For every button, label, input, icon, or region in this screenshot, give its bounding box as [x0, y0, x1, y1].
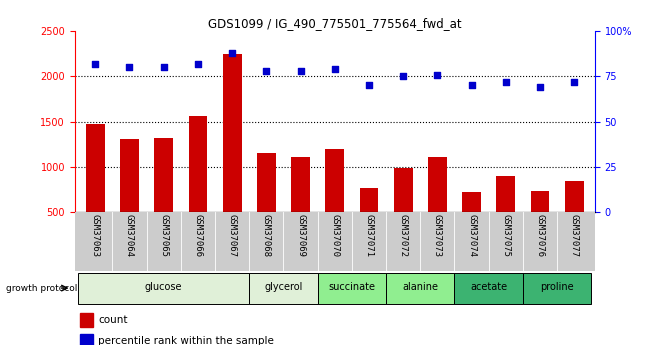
- Point: [227, 50, 237, 56]
- Point: [159, 65, 169, 70]
- Text: GSM37077: GSM37077: [569, 214, 578, 257]
- Text: percentile rank within the sample: percentile rank within the sample: [98, 336, 274, 345]
- Bar: [291, 157, 310, 212]
- Text: glucose: glucose: [145, 283, 183, 292]
- Text: proline: proline: [540, 283, 574, 292]
- Text: GSM37075: GSM37075: [501, 214, 510, 257]
- Bar: [80, 313, 93, 327]
- Bar: [428, 157, 447, 212]
- FancyBboxPatch shape: [386, 273, 454, 304]
- Text: GSM37073: GSM37073: [433, 214, 442, 257]
- Text: GSM37074: GSM37074: [467, 214, 476, 257]
- Point: [192, 61, 203, 67]
- FancyBboxPatch shape: [318, 273, 386, 304]
- Bar: [188, 116, 207, 212]
- Bar: [462, 192, 481, 212]
- Text: alanine: alanine: [402, 283, 438, 292]
- Bar: [394, 168, 413, 212]
- Text: GSM37076: GSM37076: [536, 214, 545, 257]
- Text: GSM37063: GSM37063: [91, 214, 100, 257]
- Point: [535, 85, 545, 90]
- Text: GSM37072: GSM37072: [398, 214, 408, 257]
- Bar: [497, 176, 515, 212]
- Text: GSM37069: GSM37069: [296, 214, 305, 257]
- Text: GSM37070: GSM37070: [330, 214, 339, 257]
- Bar: [257, 153, 276, 212]
- Point: [124, 65, 135, 70]
- Point: [467, 82, 477, 88]
- Bar: [530, 191, 549, 212]
- Text: GSM37067: GSM37067: [227, 214, 237, 257]
- FancyBboxPatch shape: [78, 273, 249, 304]
- Bar: [326, 149, 344, 212]
- FancyBboxPatch shape: [249, 273, 318, 304]
- Text: GSM37071: GSM37071: [365, 214, 374, 257]
- Point: [364, 82, 374, 88]
- Bar: [120, 139, 139, 212]
- FancyBboxPatch shape: [523, 273, 592, 304]
- Text: acetate: acetate: [470, 283, 507, 292]
- Bar: [154, 138, 173, 212]
- Point: [330, 66, 340, 72]
- Title: GDS1099 / IG_490_775501_775564_fwd_at: GDS1099 / IG_490_775501_775564_fwd_at: [208, 17, 462, 30]
- Text: succinate: succinate: [328, 283, 375, 292]
- Text: GSM37064: GSM37064: [125, 214, 134, 257]
- Bar: [359, 188, 378, 212]
- FancyBboxPatch shape: [454, 273, 523, 304]
- Text: growth protocol: growth protocol: [6, 284, 78, 293]
- Bar: [80, 334, 93, 345]
- Point: [500, 79, 511, 85]
- Text: glycerol: glycerol: [265, 283, 303, 292]
- Point: [569, 79, 579, 85]
- Bar: [565, 181, 584, 212]
- Bar: [223, 54, 242, 212]
- Point: [261, 68, 272, 74]
- Point: [90, 61, 101, 67]
- Text: GSM37068: GSM37068: [262, 214, 271, 257]
- Point: [295, 68, 306, 74]
- Bar: [86, 124, 105, 212]
- Point: [398, 73, 408, 79]
- Text: GSM37066: GSM37066: [194, 214, 202, 257]
- Text: GSM37065: GSM37065: [159, 214, 168, 257]
- Text: count: count: [98, 315, 127, 325]
- Point: [432, 72, 443, 77]
